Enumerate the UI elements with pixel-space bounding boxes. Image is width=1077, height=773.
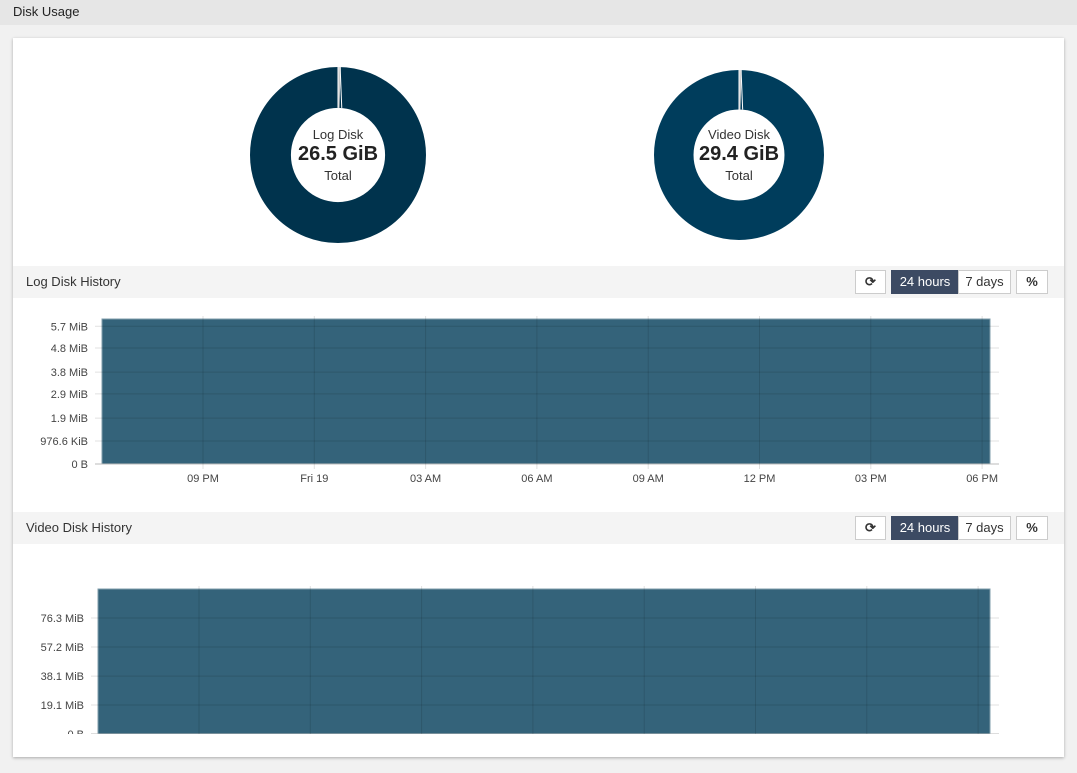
log-disk-donut: Log Disk 26.5 GiB Total — [249, 66, 427, 244]
refresh-button[interactable]: ⟳ — [855, 516, 886, 540]
percent-toggle-button[interactable]: % — [1016, 270, 1048, 294]
y-tick-label: 57.2 MiB — [41, 642, 84, 654]
x-tick-label: 12 PM — [744, 473, 776, 485]
section-title: Log Disk History — [26, 274, 121, 289]
percent-toggle-button[interactable]: % — [1016, 516, 1048, 540]
area-series — [97, 588, 991, 734]
x-tick-label: 09 PM — [187, 473, 219, 485]
range-7d-button[interactable]: 7 days — [958, 270, 1011, 294]
y-tick-label: 3.8 MiB — [51, 367, 88, 379]
donut-sub: Total — [725, 168, 753, 183]
x-tick-label: 06 AM — [521, 473, 552, 485]
x-tick-label: 03 AM — [410, 473, 441, 485]
disk-usage-card: Log Disk 26.5 GiB Total Video Disk 29.4 … — [13, 38, 1064, 757]
page-header: Disk Usage — [0, 0, 1077, 25]
x-tick-label: Fri 19 — [300, 473, 328, 485]
y-tick-label: 5.7 MiB — [51, 321, 88, 333]
donut-value: 26.5 GiB — [297, 143, 379, 165]
donut-label: Log Disk — [312, 127, 364, 142]
range-24h-button[interactable]: 24 hours — [891, 516, 959, 540]
x-tick-label: 06 PM — [966, 473, 998, 485]
range-24h-button[interactable]: 24 hours — [891, 270, 959, 294]
y-tick-label: 19.1 MiB — [41, 700, 84, 712]
donut-sub: Total — [324, 168, 352, 183]
range-7d-button[interactable]: 7 days — [958, 516, 1011, 540]
y-tick-label: 0 B — [67, 729, 84, 734]
refresh-icon: ⟳ — [865, 274, 876, 289]
refresh-button[interactable]: ⟳ — [855, 270, 886, 294]
slice-divider — [339, 66, 343, 108]
y-tick-label: 1.9 MiB — [51, 413, 88, 425]
video-disk-history-header: Video Disk History ⟳ 24 hours 7 days % — [13, 512, 1064, 544]
y-tick-label: 76.3 MiB — [41, 613, 84, 625]
y-tick-label: 38.1 MiB — [41, 671, 84, 683]
donut-value: 29.4 GiB — [698, 143, 780, 165]
x-tick-label: 09 AM — [633, 473, 664, 485]
donut-label: Video Disk — [708, 127, 770, 142]
y-tick-label: 4.8 MiB — [51, 343, 88, 355]
slice-divider — [740, 69, 744, 110]
area-series — [101, 318, 991, 465]
y-tick-label: 976.6 KiB — [40, 436, 88, 448]
y-tick-label: 0 B — [71, 459, 88, 471]
y-tick-label: 2.9 MiB — [51, 389, 88, 401]
percent-icon: % — [1026, 520, 1038, 535]
log-disk-history-header: Log Disk History ⟳ 24 hours 7 days % — [13, 266, 1064, 298]
percent-icon: % — [1026, 274, 1038, 289]
log-disk-history-chart: 0 B 976.6 KiB 1.9 MiB 2.9 MiB 3.8 MiB 4.8 MiB… — [40, 316, 999, 485]
x-tick-label: 03 PM — [855, 473, 887, 485]
refresh-icon: ⟳ — [865, 520, 876, 535]
video-disk-donut: Video Disk 29.4 GiB Total — [653, 69, 825, 241]
section-title: Video Disk History — [26, 520, 132, 535]
